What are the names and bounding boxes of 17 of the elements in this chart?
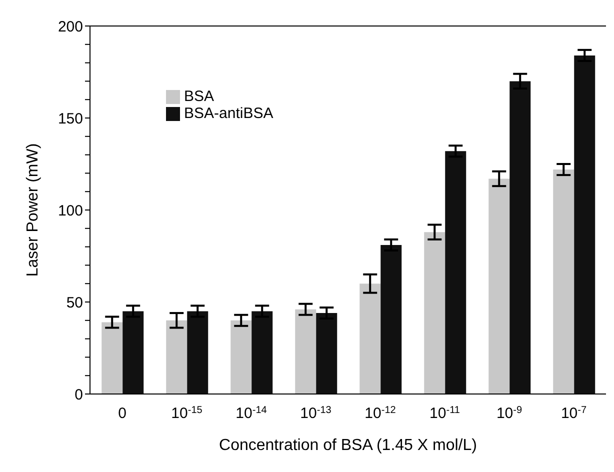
x-axis-title: Concentration of BSA (1.45 X mol/L) xyxy=(219,437,477,454)
legend-label: BSA-antiBSA xyxy=(184,105,274,122)
y-tick-label: 100 xyxy=(58,202,83,220)
x-tick-label: 10$^{-12}$ xyxy=(364,404,396,422)
legend-label: BSA xyxy=(184,88,214,105)
x-tick-label: 10$^{-14}$ xyxy=(236,404,268,422)
x-tick-label: 10$^{-15}$ xyxy=(171,404,203,422)
x-tick-label: 10$^{-11}$ xyxy=(430,404,460,422)
x-tick-label: 10$^{-13}$ xyxy=(300,404,332,422)
y-axis-title: Laser Power (mW) xyxy=(24,143,42,277)
x-tick-label: 10$^{-9}$ xyxy=(496,404,522,422)
y-tick-label: 150 xyxy=(58,110,83,128)
y-tick-label: 50 xyxy=(66,294,83,312)
x-tick-label: 0 xyxy=(118,405,126,422)
x-tick-label: 10$^{-7}$ xyxy=(560,404,587,422)
y-tick-label: 0 xyxy=(74,386,83,404)
y-tick-label: 200 xyxy=(58,18,83,36)
